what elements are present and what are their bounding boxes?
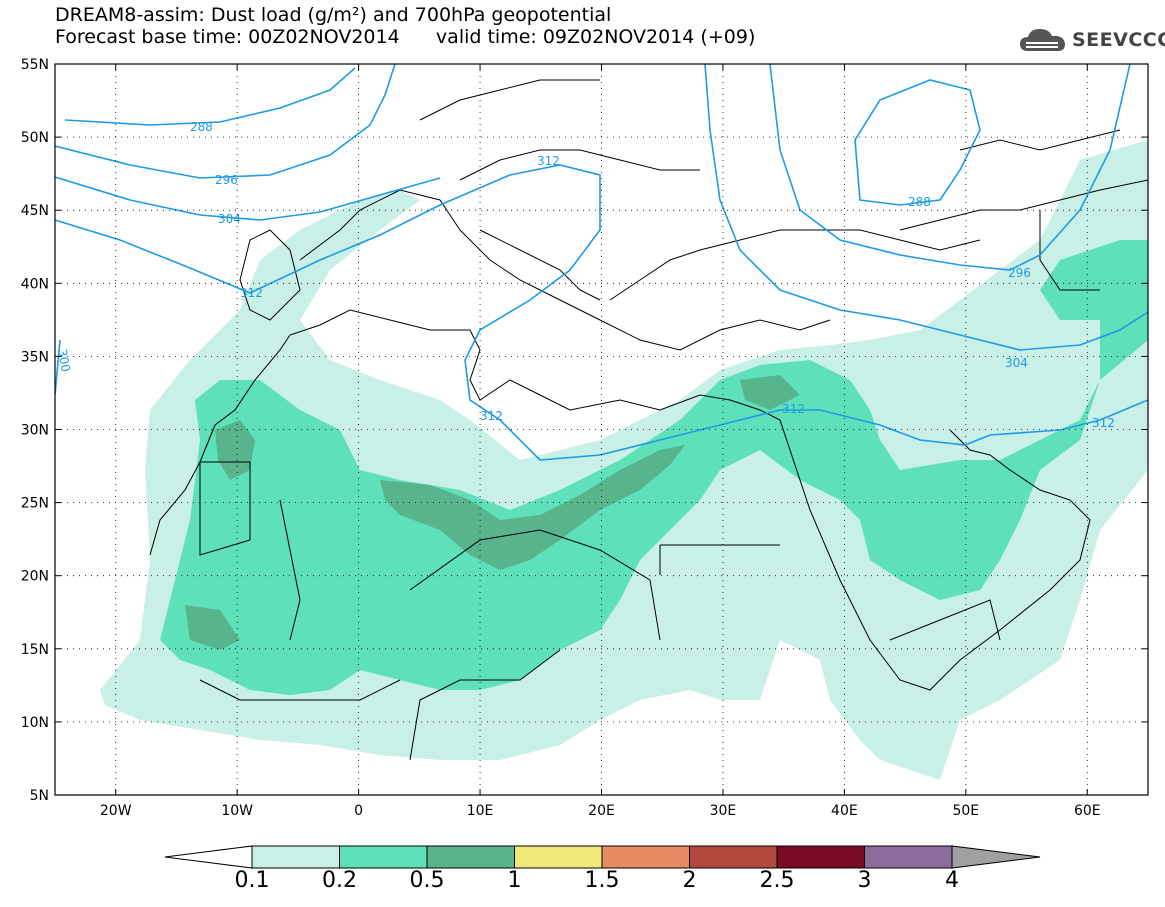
graticule [55, 64, 1148, 795]
lon-tick-label: 40E [831, 803, 858, 819]
contour-304-west [55, 176, 441, 221]
contour-312-west [55, 164, 1148, 461]
contour-label: 312 [537, 154, 560, 168]
longitude-axis: 20W 10W 0 10E 20E 30E 40E 50E 60E [100, 64, 1101, 819]
contour-296-east [769, 64, 1131, 271]
logo-text: SEEVCCC [1072, 29, 1165, 51]
colorbar-label: 4 [945, 868, 959, 893]
colorbar-under-arrow [164, 845, 253, 869]
contour-label: 288 [908, 195, 931, 209]
title-line-1: DREAM8-assim: Dust load (g/m²) and 700hP… [55, 4, 612, 26]
logo: SEEVCCC [1018, 24, 1165, 56]
colorbar [164, 845, 1041, 869]
colorbar-label: 0.2 [322, 868, 357, 893]
colorbar-label: 1 [507, 868, 522, 893]
contour-east-curve [704, 64, 1148, 351]
dust-patch-dark-west [215, 420, 255, 480]
colorbar-swatch [776, 845, 865, 869]
colorbar-swatch [864, 845, 953, 869]
contour-label: 312 [240, 286, 263, 300]
contour-288-west [64, 67, 356, 126]
contour-label-group: 288 296 304 312 312 288 296 304 312 312 … [55, 120, 1115, 430]
title-line-2: Forecast base time: 00Z02NOV2014 valid t… [55, 26, 756, 48]
lon-tick-label: 20E [588, 803, 615, 819]
lon-tick-label: 0 [354, 803, 363, 819]
dust-shading [100, 140, 1148, 780]
lon-tick-label: 10W [221, 803, 253, 819]
lat-tick-label: 35N [21, 349, 49, 365]
colorbar-over-arrow [951, 845, 1041, 869]
colorbar-swatch [426, 845, 515, 869]
latitude-axis: 5N 10N 15N 20N 25N 30N 35N 40N 45N 50N 55N [21, 57, 1148, 804]
colorbar-swatch [601, 845, 690, 869]
contour-label: 288 [190, 120, 213, 134]
lat-tick-label: 10N [21, 715, 49, 731]
lat-tick-label: 50N [21, 130, 49, 146]
contour-left-edge [55, 339, 61, 396]
contour-label: 312 [480, 409, 503, 423]
dust-patch-dark-levant [740, 375, 800, 410]
colorbar-label: 2.5 [759, 868, 795, 893]
lon-tick-label: 30E [710, 803, 737, 819]
lat-tick-label: 40N [21, 276, 49, 292]
dust-patch-dark-sahel [185, 605, 240, 650]
contour-288-east [854, 79, 981, 206]
lon-tick-label: 10E [467, 803, 494, 819]
dust-band-dark [380, 445, 685, 570]
coastlines-and-borders [149, 79, 1148, 761]
contour-label: 296 [1008, 266, 1031, 280]
dust-band-light-north [240, 190, 405, 300]
lat-tick-label: 55N [21, 57, 49, 73]
lon-tick-label: 60E [1074, 803, 1101, 819]
contour-label: 312 [1092, 416, 1115, 430]
lat-tick-label: 20N [21, 569, 49, 585]
lon-tick-label: 50E [952, 803, 979, 819]
contour-label: 296 [215, 173, 238, 187]
lat-tick-label: 30N [21, 423, 49, 439]
lat-tick-label: 25N [21, 496, 49, 512]
colorbar-swatch [514, 845, 603, 869]
lat-tick-label: 15N [21, 642, 49, 658]
colorbar-swatch [689, 845, 778, 869]
lat-tick-label: 45N [21, 203, 49, 219]
contour-296-west [55, 64, 396, 179]
geopotential-contours [55, 64, 1148, 461]
colorbar-swatch [339, 845, 428, 869]
colorbar-label: 0.1 [234, 868, 270, 893]
cloud-icon [1020, 29, 1065, 51]
contour-label: 304 [1005, 356, 1028, 370]
colorbar-label: 0.5 [409, 868, 445, 893]
lat-tick-label: 5N [30, 788, 49, 804]
contour-label: 312 [782, 402, 805, 416]
lon-tick-label: 20W [100, 803, 132, 819]
colorbar-label: 2 [682, 868, 697, 893]
contour-label: 300 [55, 348, 73, 373]
colorbar-label: 3 [857, 868, 872, 893]
contour-label: 304 [218, 212, 241, 226]
colorbar-swatch [251, 845, 340, 869]
colorbar-label: 1.5 [584, 868, 620, 893]
